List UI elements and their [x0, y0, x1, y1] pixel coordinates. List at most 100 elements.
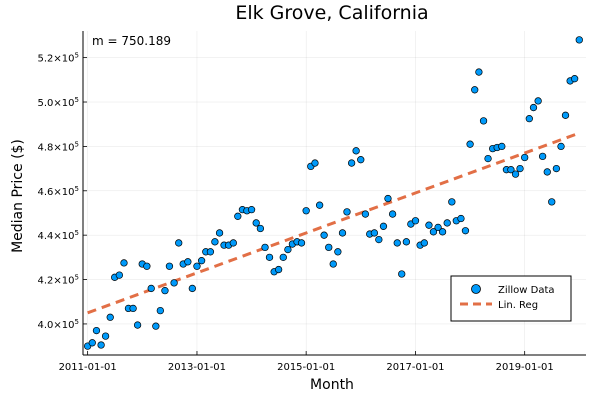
- data-point: [534, 97, 542, 105]
- data-point: [256, 224, 265, 233]
- data-point: [188, 284, 196, 293]
- regression-line-group: [87, 131, 580, 315]
- data-point: [211, 238, 219, 246]
- data-point: [261, 243, 269, 252]
- data-point: [265, 253, 274, 262]
- data-point: [325, 243, 333, 252]
- data-point: [175, 239, 183, 247]
- data-point: [101, 332, 110, 340]
- data-point: [297, 239, 306, 247]
- data-point: [88, 339, 96, 347]
- data-point: [165, 262, 174, 270]
- data-point: [143, 262, 151, 270]
- data-point: [370, 229, 379, 237]
- data-point: [466, 140, 474, 148]
- chart-title: Elk Grove, California: [235, 2, 428, 24]
- data-point: [279, 253, 287, 262]
- slope-annotation: m = 750.189: [92, 34, 171, 48]
- data-point: [347, 159, 356, 167]
- x-axis-title: Month: [310, 377, 354, 393]
- data-point: [184, 258, 192, 266]
- legend-box: [450, 275, 572, 322]
- data-point: [420, 239, 428, 247]
- data-point: [215, 229, 224, 237]
- data-point: [443, 219, 451, 227]
- data-point: [274, 265, 283, 274]
- data-point: [398, 270, 406, 278]
- data-point: [197, 257, 206, 265]
- data-point: [484, 154, 492, 163]
- data-point: [338, 229, 347, 237]
- x-tick-label: 2019-01-01: [496, 362, 554, 373]
- data-point: [570, 75, 579, 83]
- scatter-points: [83, 36, 583, 350]
- data-point: [384, 194, 392, 203]
- data-point: [438, 228, 447, 236]
- x-tick-label: 2015-01-01: [277, 362, 335, 373]
- data-point: [379, 222, 388, 230]
- data-point: [106, 313, 114, 321]
- y-tick-label: 4.2×105: [38, 274, 79, 287]
- data-point: [311, 159, 319, 167]
- data-point: [543, 168, 551, 176]
- legend-label-linreg: Lin. Reg: [498, 300, 538, 311]
- data-point: [361, 210, 370, 218]
- data-point: [229, 239, 237, 247]
- data-point: [284, 245, 292, 254]
- x-tick-label: 2013-01-01: [168, 362, 226, 373]
- data-point: [434, 223, 442, 232]
- data-point: [448, 198, 456, 206]
- data-point: [388, 210, 397, 218]
- data-point: [411, 217, 420, 225]
- data-point: [525, 115, 533, 123]
- regression-line: [87, 131, 580, 315]
- data-point: [402, 238, 411, 246]
- data-point: [315, 201, 324, 209]
- data-point: [457, 214, 465, 223]
- y-axis-title: Median Price ($): [10, 139, 26, 253]
- data-point: [429, 228, 438, 236]
- data-point: [425, 221, 433, 229]
- data-point: [120, 259, 128, 267]
- y-tick-label: 5.0×105: [38, 96, 79, 109]
- data-point: [352, 147, 360, 155]
- data-point: [302, 207, 310, 215]
- data-point: [156, 306, 164, 315]
- data-point: [133, 321, 142, 329]
- data-point: [247, 205, 256, 214]
- axes: [82, 31, 586, 356]
- data-point: [252, 219, 260, 227]
- data-point: [393, 239, 401, 247]
- data-point: [152, 322, 160, 330]
- data-point: [561, 111, 570, 119]
- data-point: [170, 279, 178, 287]
- data-point: [97, 341, 105, 349]
- data-point: [206, 248, 215, 256]
- data-point: [529, 103, 538, 112]
- x-tick-label: 2017-01-01: [386, 362, 444, 373]
- data-point: [329, 260, 337, 268]
- data-point: [234, 212, 242, 220]
- data-point: [357, 156, 365, 164]
- data-point: [343, 208, 351, 216]
- data-point: [92, 326, 101, 335]
- data-point: [479, 117, 488, 125]
- data-point: [161, 286, 169, 295]
- y-tick-label: 4.4×105: [38, 229, 79, 242]
- y-tick-label: 5.2×105: [38, 52, 79, 65]
- data-point: [129, 304, 137, 313]
- data-point: [115, 271, 123, 279]
- legend-marker-zillow: [471, 284, 481, 294]
- data-point: [375, 235, 383, 244]
- data-point: [516, 164, 524, 173]
- data-point: [575, 36, 583, 44]
- y-tick-label: 4.8×105: [38, 140, 79, 153]
- data-point: [147, 284, 155, 293]
- data-point: [521, 153, 529, 162]
- legend-label-zillow: Zillow Data: [498, 285, 555, 296]
- y-tick-label: 4.0×105: [38, 318, 79, 331]
- legend: Zillow Data Lin. Reg: [450, 275, 572, 322]
- data-point: [511, 170, 520, 178]
- data-point: [471, 86, 479, 94]
